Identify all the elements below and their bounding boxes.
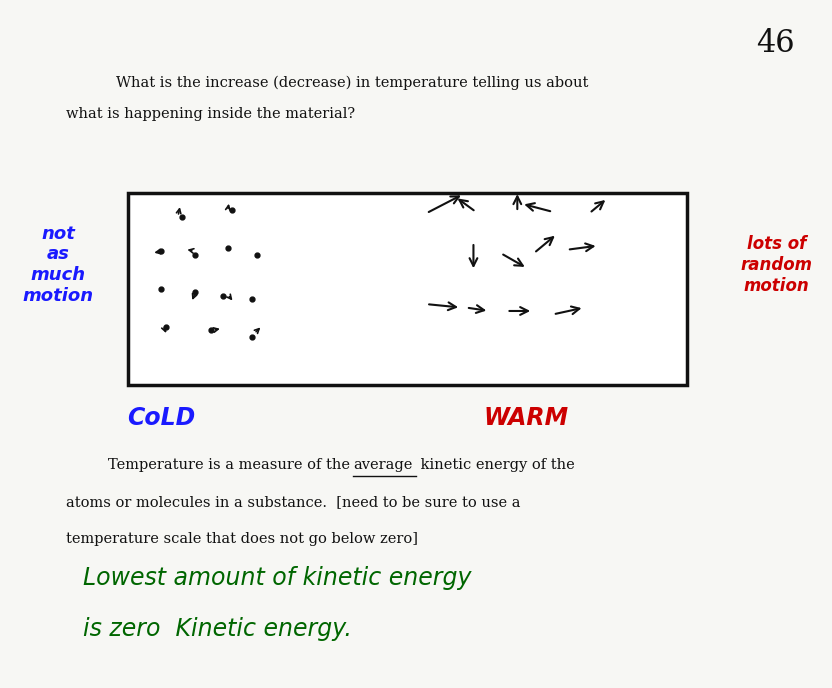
Text: kinetic energy of the: kinetic energy of the (415, 458, 574, 471)
Text: WARM: WARM (483, 406, 568, 430)
Text: lots of
random
motion: lots of random motion (740, 235, 813, 294)
Text: what is happening inside the material?: what is happening inside the material? (67, 107, 355, 120)
Text: Temperature is a measure of the: Temperature is a measure of the (107, 458, 354, 471)
Text: temperature scale that does not go below zero]: temperature scale that does not go below… (67, 532, 418, 546)
Text: What is the increase (decrease) in temperature telling us about: What is the increase (decrease) in tempe… (116, 76, 588, 90)
Text: is zero  Kinetic energy.: is zero Kinetic energy. (82, 617, 352, 641)
Text: not
as
much
motion: not as much motion (22, 225, 93, 305)
Text: CoLD: CoLD (127, 406, 196, 430)
Text: atoms or molecules in a substance.  [need to be sure to use a: atoms or molecules in a substance. [need… (67, 495, 521, 509)
Text: average: average (354, 458, 413, 471)
FancyBboxPatch shape (128, 193, 687, 385)
Text: Lowest amount of kinetic energy: Lowest amount of kinetic energy (82, 566, 471, 590)
Text: 46: 46 (756, 28, 795, 58)
